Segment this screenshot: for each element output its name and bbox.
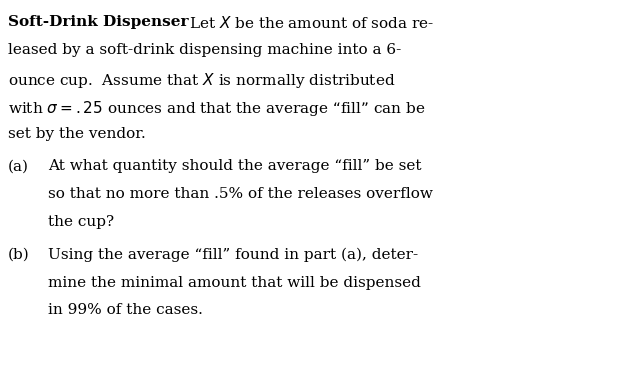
Text: set by the vendor.: set by the vendor. (8, 127, 145, 141)
Text: Soft-Drink Dispenser: Soft-Drink Dispenser (8, 15, 188, 29)
Text: (b): (b) (8, 248, 29, 262)
Text: so that no more than .5% of the releases overflow: so that no more than .5% of the releases… (48, 187, 433, 201)
Text: ounce cup.  Assume that $X$ is normally distributed: ounce cup. Assume that $X$ is normally d… (8, 71, 395, 90)
Text: with $\sigma = .25$ ounces and that the average “fill” can be: with $\sigma = .25$ ounces and that the … (8, 99, 426, 118)
Text: leased by a soft-drink dispensing machine into a 6-: leased by a soft-drink dispensing machin… (8, 43, 401, 57)
Text: Let $X$ be the amount of soda re-: Let $X$ be the amount of soda re- (189, 15, 434, 31)
Text: At what quantity should the average “fill” be set: At what quantity should the average “fil… (48, 159, 421, 173)
Text: in 99% of the cases.: in 99% of the cases. (48, 303, 203, 317)
Text: the cup?: the cup? (48, 215, 114, 229)
Text: (a): (a) (8, 159, 29, 173)
Text: mine the minimal amount that will be dispensed: mine the minimal amount that will be dis… (48, 276, 420, 290)
Text: Using the average “fill” found in part (a), deter-: Using the average “fill” found in part (… (48, 248, 418, 262)
